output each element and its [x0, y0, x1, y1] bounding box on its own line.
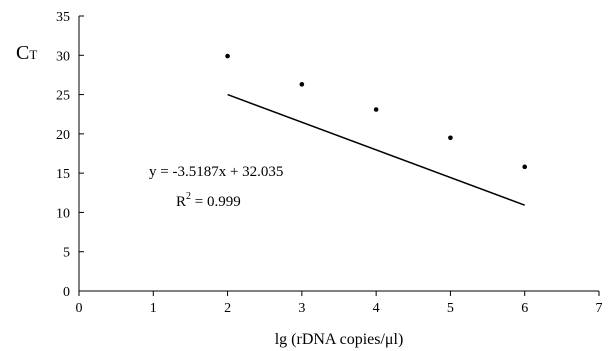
data-point — [448, 135, 453, 141]
data-point — [373, 107, 379, 112]
y-axis-label: CT — [16, 42, 37, 64]
y-axis-label-main: C — [16, 42, 29, 64]
y-tick-label: 35 — [56, 10, 70, 25]
y-tick-label: 15 — [56, 167, 70, 182]
y-tick-label: 25 — [56, 89, 70, 104]
r-squared-superscript: 2 — [186, 191, 191, 202]
y-tick-label: 30 — [56, 49, 70, 64]
equation-label: y = -3.5187x + 32.035 — [149, 164, 283, 180]
data-point — [522, 164, 528, 170]
y-tick-label: 0 — [63, 285, 70, 300]
x-axis-label: lg (rDNA copies/μl) — [275, 331, 404, 348]
ticks: 0 1 2 3 4 5 6 7 0 5 10 15 20 25 30 35 — [56, 10, 603, 316]
axes — [78, 16, 599, 292]
trendline — [227, 93, 525, 206]
y-tick-label: 20 — [56, 128, 70, 143]
data-point — [225, 53, 230, 59]
r-squared-label: R2 = 0.999 — [176, 191, 241, 210]
y-axis-label-sub: T — [29, 47, 37, 62]
data-point — [299, 82, 305, 87]
x-tick-label: 2 — [224, 301, 231, 316]
r-squared-value: = 0.999 — [191, 194, 241, 210]
x-tick-label: 4 — [373, 301, 380, 316]
r-squared-prefix: R — [176, 194, 186, 210]
points-group — [225, 53, 528, 170]
x-tick-label: 1 — [150, 301, 157, 316]
x-tick-label: 3 — [298, 301, 305, 316]
x-tick-label: 7 — [596, 301, 603, 316]
trendline-group — [227, 93, 525, 206]
x-tick-label: 5 — [447, 301, 454, 316]
y-tick-label: 5 — [63, 246, 70, 261]
y-tick-label: 10 — [56, 206, 70, 221]
x-tick-label: 6 — [521, 301, 528, 316]
x-tick-label: 0 — [76, 301, 83, 316]
